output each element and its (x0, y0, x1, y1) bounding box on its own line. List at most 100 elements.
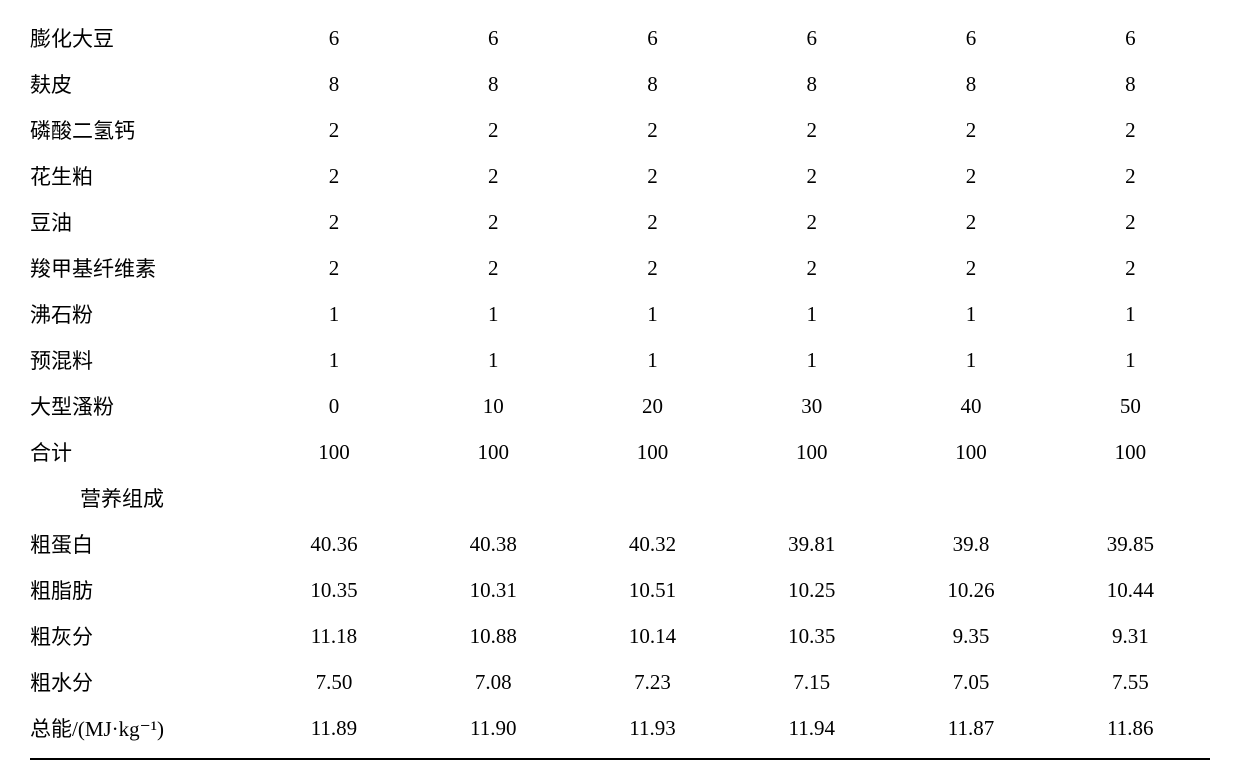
cell: 1 (891, 291, 1050, 337)
cell: 1 (1051, 337, 1210, 383)
cell: 6 (1051, 15, 1210, 61)
row-label: 豆油 (30, 199, 254, 245)
cell: 30 (732, 383, 891, 429)
row-label: 合计 (30, 429, 254, 475)
table-row: 磷酸二氢钙 2 2 2 2 2 2 (30, 107, 1210, 153)
cell: 2 (732, 153, 891, 199)
cell: 10.44 (1051, 567, 1210, 613)
cell: 7.50 (254, 659, 413, 705)
cell: 8 (1051, 61, 1210, 107)
cell: 39.81 (732, 521, 891, 567)
ingredients-section: 膨化大豆 6 6 6 6 6 6 麸皮 8 8 8 8 8 8 磷酸二氢钙 2 … (30, 15, 1210, 759)
cell: 2 (1051, 153, 1210, 199)
cell: 2 (891, 153, 1050, 199)
cell: 1 (891, 337, 1050, 383)
cell: 11.87 (891, 705, 1050, 759)
cell: 1 (1051, 291, 1210, 337)
section-header-label: 营养组成 (30, 475, 254, 521)
table-row: 豆油 2 2 2 2 2 2 (30, 199, 1210, 245)
cell: 2 (573, 107, 732, 153)
cell: 11.94 (732, 705, 891, 759)
cell: 8 (414, 61, 573, 107)
cell: 2 (732, 199, 891, 245)
cell: 2 (254, 199, 413, 245)
cell: 10.31 (414, 567, 573, 613)
cell: 1 (573, 291, 732, 337)
cell: 100 (254, 429, 413, 475)
table-row: 粗水分 7.50 7.08 7.23 7.15 7.05 7.55 (30, 659, 1210, 705)
table-row: 花生粕 2 2 2 2 2 2 (30, 153, 1210, 199)
cell: 1 (254, 337, 413, 383)
cell: 100 (891, 429, 1050, 475)
cell: 2 (891, 245, 1050, 291)
row-label: 麸皮 (30, 61, 254, 107)
cell: 6 (891, 15, 1050, 61)
table-row: 粗灰分 11.18 10.88 10.14 10.35 9.35 9.31 (30, 613, 1210, 659)
cell: 100 (573, 429, 732, 475)
row-label: 大型溞粉 (30, 383, 254, 429)
cell: 2 (414, 153, 573, 199)
row-label: 总能/(MJ·kg⁻¹) (30, 705, 254, 759)
cell: 50 (1051, 383, 1210, 429)
table-row: 沸石粉 1 1 1 1 1 1 (30, 291, 1210, 337)
cell: 9.31 (1051, 613, 1210, 659)
table-row: 粗脂肪 10.35 10.31 10.51 10.25 10.26 10.44 (30, 567, 1210, 613)
cell: 2 (414, 245, 573, 291)
table-row: 膨化大豆 6 6 6 6 6 6 (30, 15, 1210, 61)
cell: 2 (891, 199, 1050, 245)
cell: 6 (254, 15, 413, 61)
cell: 7.08 (414, 659, 573, 705)
row-label: 膨化大豆 (30, 15, 254, 61)
cell: 2 (414, 107, 573, 153)
cell: 2 (1051, 199, 1210, 245)
cell: 6 (732, 15, 891, 61)
table-row: 总能/(MJ·kg⁻¹) 11.89 11.90 11.93 11.94 11.… (30, 705, 1210, 759)
cell: 7.55 (1051, 659, 1210, 705)
cell: 6 (414, 15, 573, 61)
cell: 2 (573, 245, 732, 291)
section-header-row: 营养组成 (30, 475, 1210, 521)
cell: 2 (254, 153, 413, 199)
cell: 39.8 (891, 521, 1050, 567)
cell: 6 (573, 15, 732, 61)
cell: 10.35 (732, 613, 891, 659)
cell: 2 (732, 107, 891, 153)
cell: 10.14 (573, 613, 732, 659)
cell: 100 (414, 429, 573, 475)
cell: 100 (732, 429, 891, 475)
cell: 2 (414, 199, 573, 245)
cell: 2 (732, 245, 891, 291)
cell: 11.86 (1051, 705, 1210, 759)
cell: 11.18 (254, 613, 413, 659)
cell: 11.93 (573, 705, 732, 759)
cell: 9.35 (891, 613, 1050, 659)
cell: 20 (573, 383, 732, 429)
cell: 10.26 (891, 567, 1050, 613)
cell: 1 (573, 337, 732, 383)
table-row: 羧甲基纤维素 2 2 2 2 2 2 (30, 245, 1210, 291)
cell: 1 (254, 291, 413, 337)
table-row: 粗蛋白 40.36 40.38 40.32 39.81 39.8 39.85 (30, 521, 1210, 567)
cell: 10.88 (414, 613, 573, 659)
cell: 0 (254, 383, 413, 429)
row-label: 沸石粉 (30, 291, 254, 337)
cell: 11.89 (254, 705, 413, 759)
row-label: 粗灰分 (30, 613, 254, 659)
table-row: 大型溞粉 0 10 20 30 40 50 (30, 383, 1210, 429)
cell: 40 (891, 383, 1050, 429)
cell: 2 (1051, 107, 1210, 153)
cell: 2 (573, 199, 732, 245)
row-label: 花生粕 (30, 153, 254, 199)
cell: 8 (891, 61, 1050, 107)
row-label: 粗脂肪 (30, 567, 254, 613)
cell: 2 (1051, 245, 1210, 291)
cell: 8 (573, 61, 732, 107)
cell: 40.36 (254, 521, 413, 567)
row-label: 磷酸二氢钙 (30, 107, 254, 153)
composition-table: 膨化大豆 6 6 6 6 6 6 麸皮 8 8 8 8 8 8 磷酸二氢钙 2 … (30, 15, 1210, 760)
cell: 10.51 (573, 567, 732, 613)
cell: 10.25 (732, 567, 891, 613)
cell: 7.05 (891, 659, 1050, 705)
cell: 7.23 (573, 659, 732, 705)
cell: 1 (732, 291, 891, 337)
